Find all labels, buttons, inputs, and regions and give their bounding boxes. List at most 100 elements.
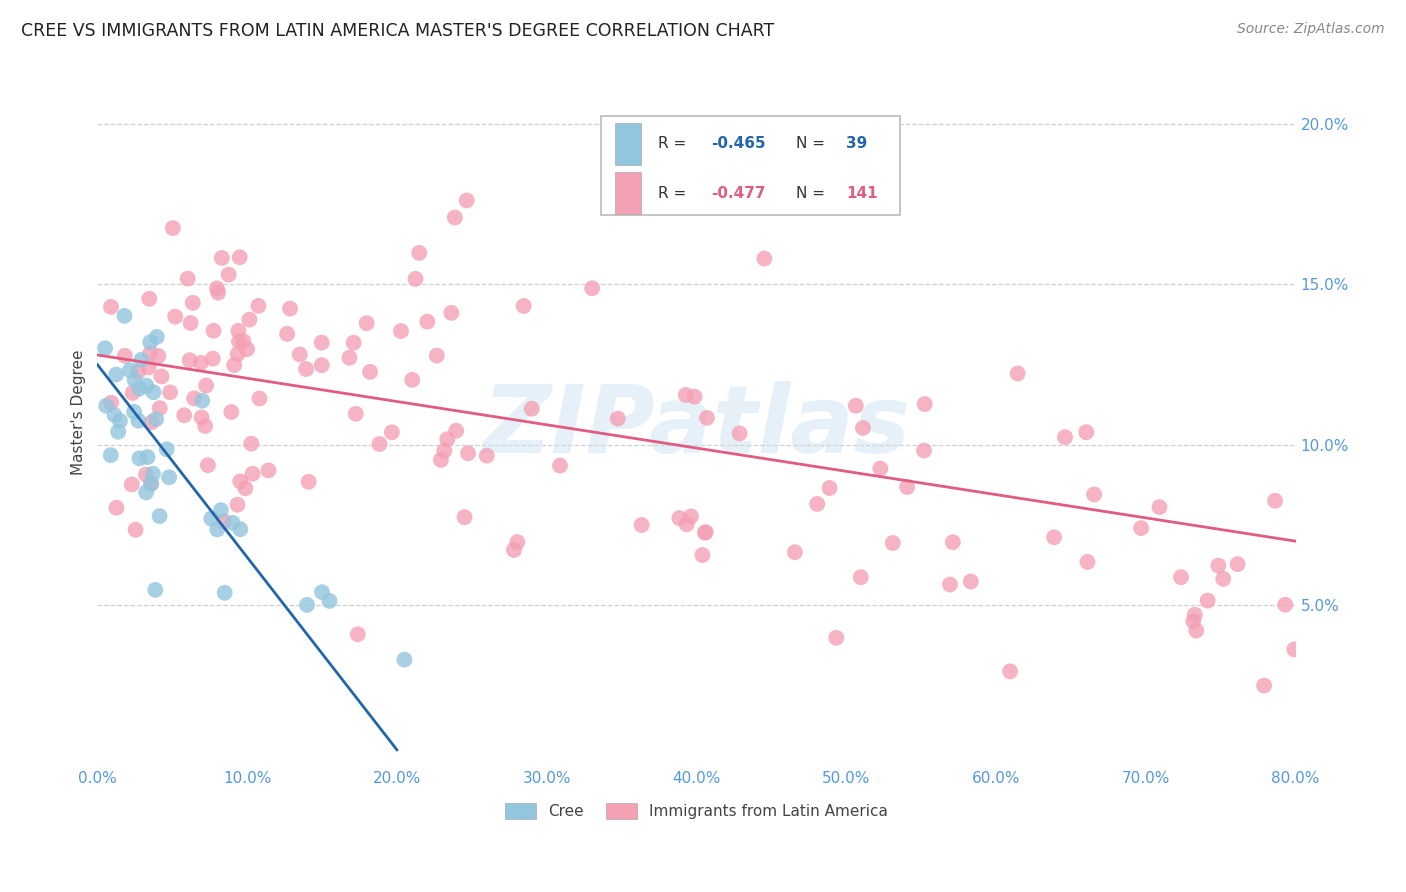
Point (202, 324, 225, 338)
Point (436, 432, 458, 446)
Point (1274, 598, 1296, 612)
Point (121, 385, 143, 400)
Point (1226, 557, 1249, 571)
Point (257, 463, 280, 477)
Point (207, 523, 229, 537)
Point (630, 518, 652, 533)
Point (128, 382, 150, 396)
Point (228, 324, 250, 338)
Point (416, 315, 439, 329)
Point (882, 536, 904, 550)
Point (339, 351, 361, 365)
Point (408, 245, 430, 260)
Point (139, 346, 162, 360)
Point (896, 480, 918, 494)
Point (679, 509, 702, 524)
Point (288, 347, 311, 361)
Point (200, 511, 222, 525)
Point (343, 335, 366, 350)
Point (401, 373, 423, 387)
Point (136, 450, 159, 464)
Point (318, 594, 340, 608)
Point (298, 475, 321, 489)
Point (135, 485, 157, 500)
Point (1197, 593, 1219, 607)
Point (105, 500, 128, 515)
Y-axis label: Master's Degree: Master's Degree (72, 350, 86, 475)
Point (356, 316, 378, 330)
Point (668, 511, 690, 525)
Point (103, 408, 125, 422)
Point (135, 378, 157, 392)
Point (1182, 614, 1205, 628)
Point (139, 476, 162, 491)
Point (107, 425, 129, 439)
Point (1208, 558, 1230, 573)
Point (311, 585, 333, 599)
Point (683, 390, 706, 404)
Point (145, 412, 167, 426)
Point (849, 570, 872, 584)
Point (1253, 679, 1275, 693)
Point (806, 497, 828, 511)
Point (825, 631, 848, 645)
Point (1185, 624, 1208, 638)
Point (157, 470, 180, 484)
Point (229, 522, 252, 536)
Point (457, 446, 479, 460)
Point (276, 326, 298, 341)
Point (295, 598, 318, 612)
Point (105, 368, 128, 382)
Point (142, 385, 165, 400)
Point (131, 352, 153, 367)
Point (1076, 555, 1098, 569)
Point (368, 437, 391, 451)
Point (214, 586, 236, 600)
Point (226, 347, 249, 361)
Point (197, 458, 219, 473)
Point (212, 515, 235, 529)
Point (456, 194, 478, 208)
Point (127, 365, 149, 379)
Point (453, 510, 475, 524)
Point (205, 281, 228, 295)
Point (118, 363, 141, 377)
Point (228, 250, 250, 264)
Text: -0.465: -0.465 (711, 136, 765, 152)
Point (201, 351, 224, 366)
FancyBboxPatch shape (600, 116, 900, 215)
Point (143, 582, 166, 597)
Point (190, 410, 212, 425)
Point (696, 410, 718, 425)
Point (149, 401, 172, 416)
Point (311, 358, 333, 372)
Text: N =: N = (796, 136, 830, 152)
Point (150, 369, 173, 384)
Point (939, 577, 962, 591)
Point (142, 467, 165, 481)
Point (139, 477, 162, 491)
Point (127, 414, 149, 428)
Text: ZIPatlas: ZIPatlas (482, 381, 911, 473)
Point (344, 407, 367, 421)
Point (229, 475, 252, 489)
Point (959, 574, 981, 589)
Point (232, 334, 254, 348)
Point (346, 627, 368, 641)
Point (433, 443, 456, 458)
Point (1076, 425, 1098, 440)
FancyBboxPatch shape (614, 172, 641, 214)
Point (998, 665, 1021, 679)
Point (693, 525, 716, 540)
Text: 141: 141 (846, 186, 877, 201)
Point (405, 272, 427, 286)
Point (194, 419, 217, 434)
Point (139, 335, 162, 350)
Point (162, 221, 184, 235)
Point (148, 349, 170, 363)
Point (236, 342, 259, 356)
Point (247, 299, 270, 313)
Point (135, 467, 157, 482)
Point (138, 292, 160, 306)
Point (581, 281, 603, 295)
